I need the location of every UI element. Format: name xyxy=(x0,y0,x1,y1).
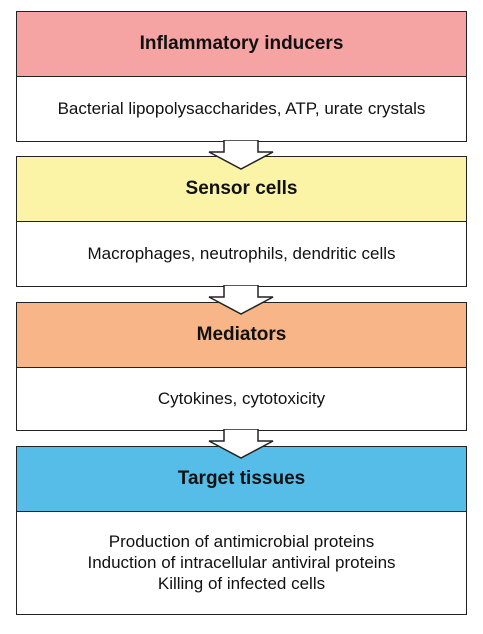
down-arrow-icon xyxy=(208,285,274,315)
stage-inflammatory-inducers: Inflammatory inducers Bacterial lipopoly… xyxy=(16,11,467,142)
stage-body: Bacterial lipopolysaccharides, ATP, urat… xyxy=(17,76,466,141)
down-arrow-icon xyxy=(208,140,274,170)
stage-mediators: Mediators Cytokines, cytotoxicity xyxy=(16,302,467,431)
stage-body: Cytokines, cytotoxicity xyxy=(17,367,466,430)
stage-body: Production of antimicrobial proteins Ind… xyxy=(17,511,466,614)
stage-header: Mediators xyxy=(17,303,466,368)
stage-header: Inflammatory inducers xyxy=(17,12,466,77)
stage-body-line: Induction of intracellular antiviral pro… xyxy=(87,553,396,572)
stage-body-line: Killing of infected cells xyxy=(157,574,326,593)
stage-sensor-cells: Sensor cells Macrophages, neutrophils, d… xyxy=(16,156,467,287)
stage-body: Macrophages, neutrophils, dendritic cell… xyxy=(17,221,466,286)
down-arrow-icon xyxy=(208,429,274,459)
stage-body-line: Cytokines, cytotoxicity xyxy=(157,389,326,408)
stage-target-tissues: Target tissues Production of antimicrobi… xyxy=(16,446,467,615)
stage-body-line: Production of antimicrobial proteins xyxy=(108,532,375,551)
stage-header: Sensor cells xyxy=(17,157,466,222)
stage-body-line: Macrophages, neutrophils, dendritic cell… xyxy=(87,244,396,263)
stage-body-line: Bacterial lipopolysaccharides, ATP, urat… xyxy=(57,99,426,118)
